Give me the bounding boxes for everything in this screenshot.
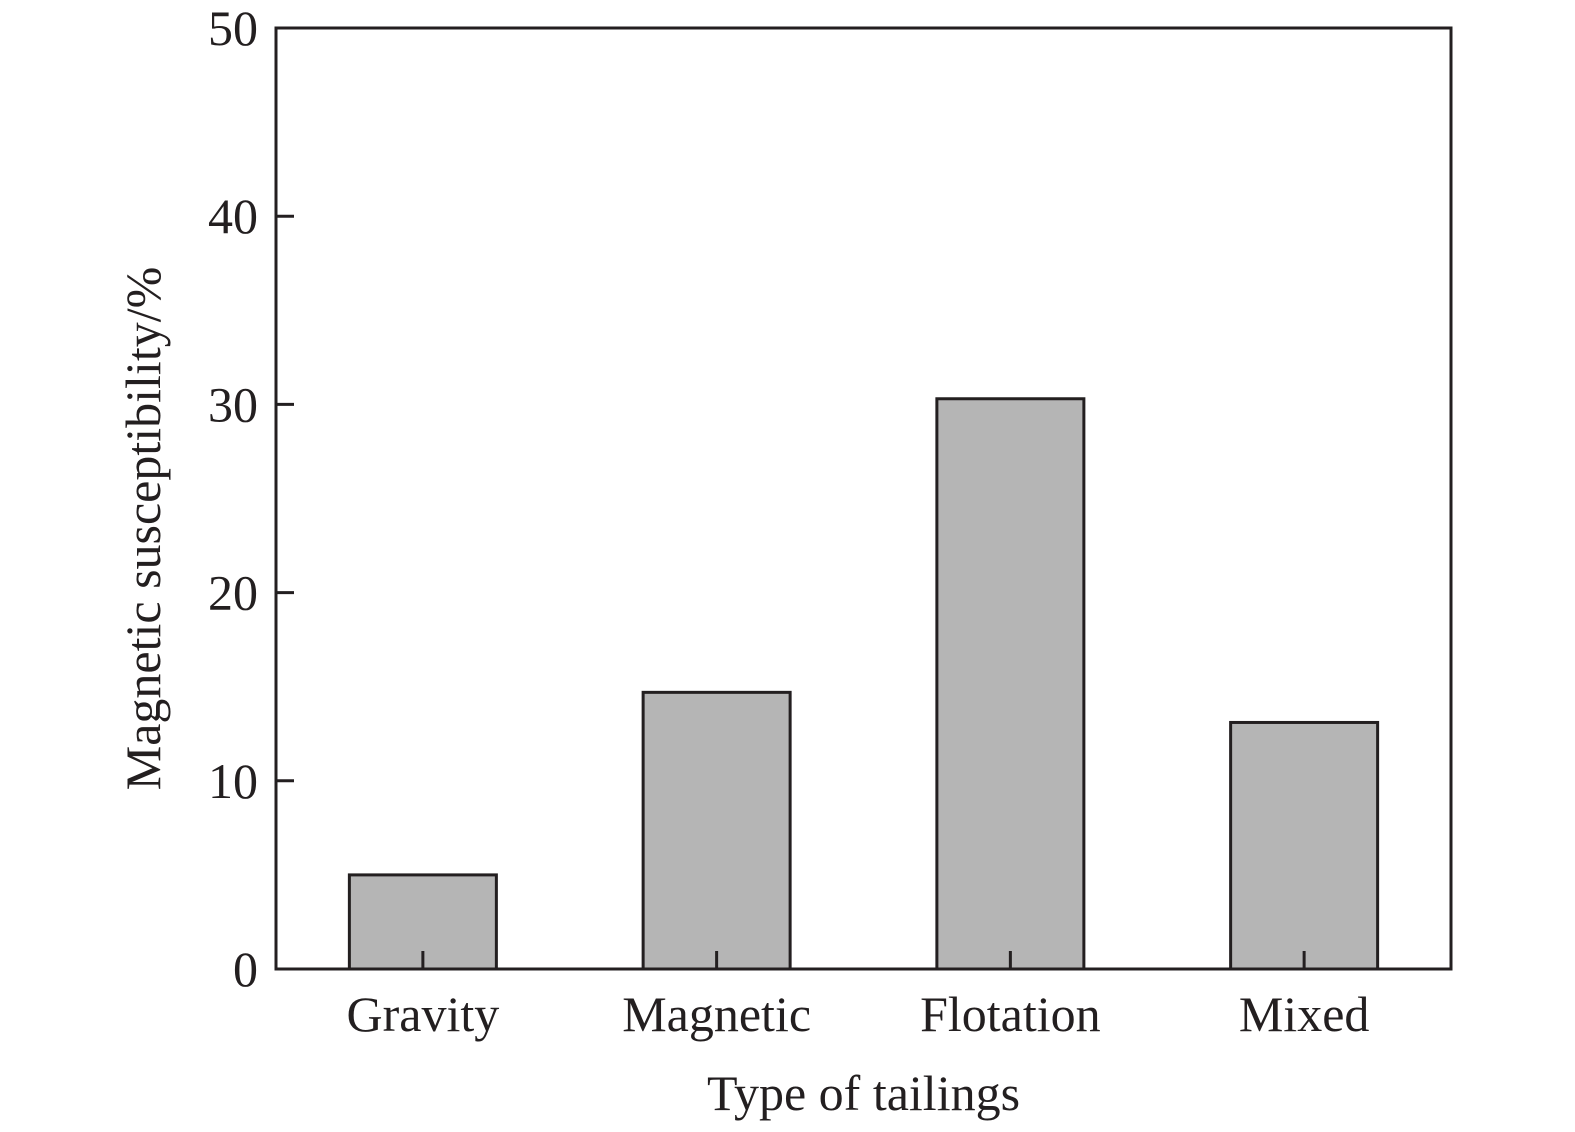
plot-frame [274, 26, 1453, 971]
y-tick-label-30: 30 [208, 376, 258, 432]
bars-layer [347, 397, 1380, 971]
bar-mixed [1229, 720, 1380, 971]
axes-layer [274, 26, 1453, 971]
x-tick-label-flotation: Flotation [920, 986, 1101, 1042]
y-tick-label-50: 50 [208, 0, 258, 56]
y-tick-label-20: 20 [208, 565, 258, 621]
y-tick-label-0: 0 [233, 941, 258, 997]
x-tick-label-mixed: Mixed [1239, 986, 1370, 1042]
text-layer: Type of tailings Magnetic susceptibility… [115, 0, 1369, 1121]
y-tick-label-10: 10 [208, 753, 258, 809]
x-tick-label-gravity: Gravity [347, 986, 500, 1042]
bar-flotation [935, 397, 1086, 971]
x-axis-title: Type of tailings [707, 1065, 1020, 1121]
y-tick-label-40: 40 [208, 188, 258, 244]
y-axis-title: Magnetic susceptibility/% [115, 267, 171, 791]
bar-magnetic [641, 690, 792, 971]
x-tick-label-magnetic: Magnetic [622, 986, 811, 1042]
